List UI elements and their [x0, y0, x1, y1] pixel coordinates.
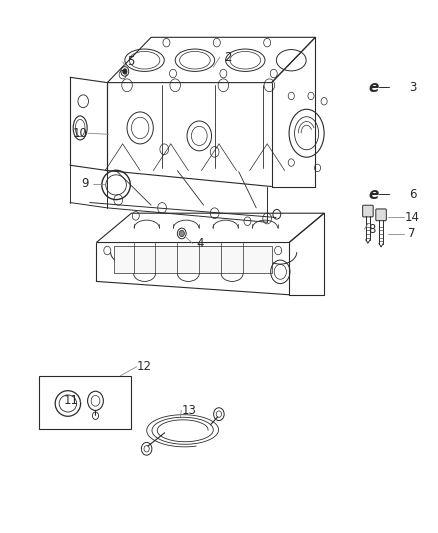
- Text: 9: 9: [81, 177, 89, 190]
- Text: 7: 7: [408, 228, 416, 240]
- Text: 3: 3: [410, 81, 417, 94]
- Text: e: e: [368, 187, 378, 201]
- Text: 13: 13: [182, 404, 197, 417]
- Text: e: e: [368, 80, 378, 95]
- Bar: [39, 376, 131, 429]
- Polygon shape: [114, 246, 272, 273]
- Circle shape: [123, 69, 127, 74]
- FancyBboxPatch shape: [363, 205, 373, 217]
- Text: 5: 5: [127, 55, 134, 68]
- Text: 8: 8: [369, 223, 376, 236]
- Text: 6: 6: [410, 188, 417, 200]
- FancyBboxPatch shape: [376, 209, 386, 221]
- Text: 4: 4: [197, 237, 205, 250]
- Text: 12: 12: [137, 360, 152, 373]
- Text: 2: 2: [224, 51, 232, 63]
- Text: 14: 14: [404, 211, 419, 224]
- Text: 10: 10: [73, 127, 88, 140]
- Text: 11: 11: [64, 394, 79, 407]
- Circle shape: [179, 230, 184, 237]
